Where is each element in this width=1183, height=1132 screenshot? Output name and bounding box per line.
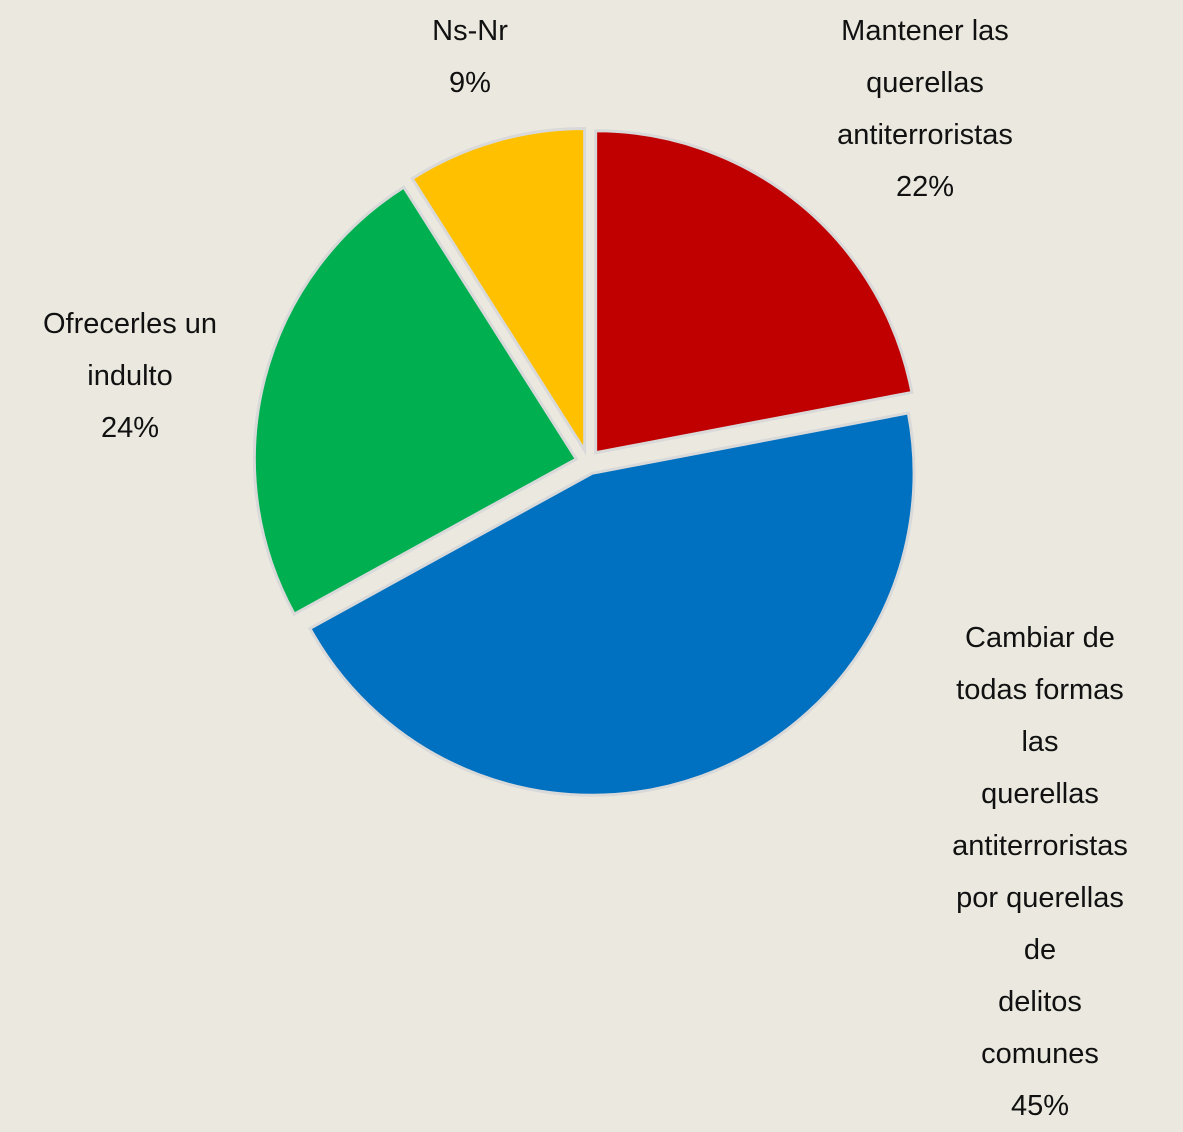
pie-slice xyxy=(594,129,914,455)
value-label: 9% xyxy=(449,67,491,99)
pie-slice xyxy=(252,185,579,617)
category-label: Ns-Nr xyxy=(432,15,508,47)
pie-slice xyxy=(410,126,587,456)
category-label: Cambiar de todas formas las querellas an… xyxy=(952,622,1128,1070)
page: (() => { const data = JSON.parse(documen… xyxy=(42,5,1128,1122)
slice-label: Ns-Nr 9% xyxy=(432,5,508,109)
value-label: 45% xyxy=(1010,1090,1070,1122)
category-label: Ofrecerles un indulto xyxy=(42,308,218,392)
value-label: 22% xyxy=(895,171,955,203)
category-label: Mantener las querellas antiterroristas xyxy=(837,15,1013,151)
slice-label: Mantener las querellas antiterroristas 22… xyxy=(837,5,1013,213)
pie-slice xyxy=(307,411,916,797)
chart xyxy=(252,126,916,797)
slice-label: Ofrecerles un indulto 24% xyxy=(43,298,217,454)
slice-label: Cambiar de todas formas las querellas an… xyxy=(952,612,1128,1132)
value-label: 24% xyxy=(100,412,160,444)
